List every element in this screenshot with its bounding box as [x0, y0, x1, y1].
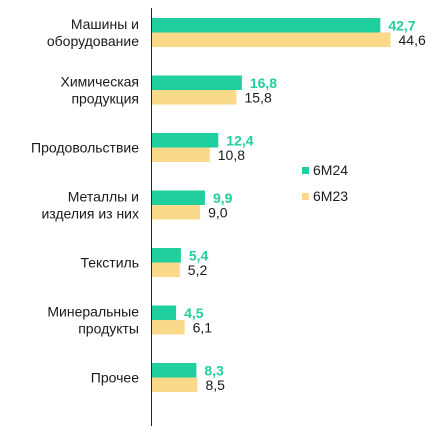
value-label-6m24-1: 16,8	[250, 75, 277, 91]
value-label-6m23-5: 6,1	[193, 319, 213, 335]
legend-swatch-6m23	[302, 193, 309, 200]
value-label-6m24-3: 9,9	[213, 190, 233, 206]
category-label-3: Металлы и изделия из них	[41, 189, 139, 222]
bar-6m24-3	[152, 190, 205, 205]
bars-group	[152, 18, 391, 392]
value-label-6m24-4: 5,4	[189, 247, 209, 263]
legend: 6M24 6M23	[302, 162, 348, 204]
category-label-4: Текстиль	[80, 255, 139, 271]
value-label-6m23-6: 8,5	[205, 377, 225, 393]
bar-6m24-4	[152, 248, 181, 263]
category-labels: Машины и оборудование Химическая продукция П…	[31, 16, 139, 386]
category-label-1: Химическая продукция	[61, 74, 139, 107]
bar-6m23-5	[152, 320, 185, 335]
bar-6m23-6	[152, 377, 198, 392]
value-label-6m23-2: 10,8	[218, 147, 245, 163]
legend-swatch-6m24	[302, 167, 309, 174]
value-label-6m23-0: 44,6	[399, 32, 426, 48]
category-label-6: Прочее	[91, 370, 139, 386]
category-label-5: Минеральные продукты	[47, 304, 139, 337]
bar-6m24-5	[152, 305, 177, 320]
legend-label-6m23: 6M23	[313, 188, 348, 204]
value-label-6m23-1: 15,8	[244, 89, 271, 105]
bar-6m23-3	[152, 205, 201, 220]
bar-6m23-4	[152, 262, 180, 277]
value-label-6m24-6: 8,3	[204, 362, 224, 378]
value-label-6m23-4: 5,2	[188, 262, 208, 278]
value-label-6m23-3: 9,0	[208, 204, 228, 220]
bar-6m24-2	[152, 133, 219, 148]
bar-6m23-1	[152, 90, 237, 105]
value-label-6m24-0: 42,7	[388, 17, 415, 33]
category-label-0: Машины и оборудование	[47, 16, 139, 49]
value-label-6m24-2: 12,4	[226, 132, 253, 148]
bar-6m23-0	[152, 32, 391, 47]
bar-6m24-6	[152, 363, 197, 378]
bar-6m23-2	[152, 147, 210, 162]
bar-6m24-0	[152, 18, 381, 33]
value-labels: 42,744,616,815,812,410,89,99,05,45,24,56…	[184, 17, 426, 393]
category-label-2: Продовольствие	[31, 140, 139, 156]
bar-6m24-1	[152, 75, 242, 90]
legend-label-6m24: 6M24	[313, 162, 348, 178]
value-label-6m24-5: 4,5	[184, 305, 204, 321]
